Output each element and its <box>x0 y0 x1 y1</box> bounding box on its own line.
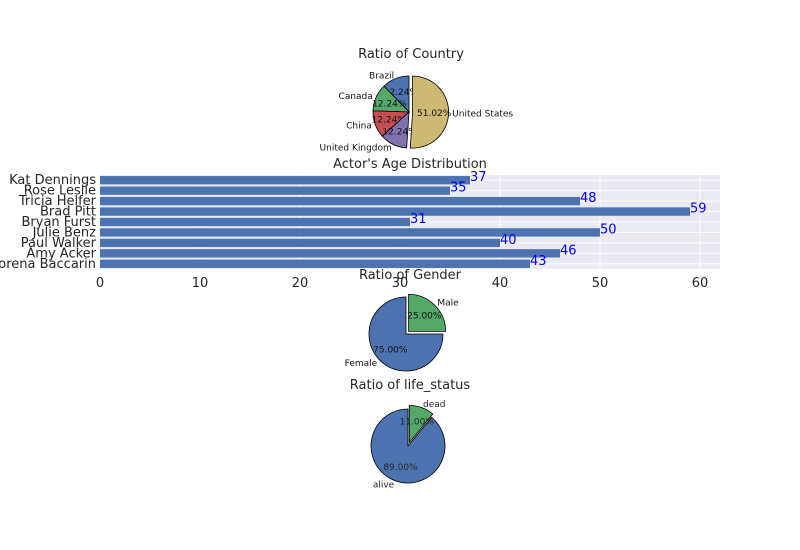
y-tick-label-kat-dennings: Kat Dennings <box>9 173 96 188</box>
y-tick-label-rose-leslie: Rose Leslie <box>24 184 96 199</box>
data-label-brad-pitt: 59 <box>690 202 707 217</box>
data-label-amy-acker: 46 <box>560 243 577 258</box>
bar-chart-title: Actor's Age Distribution <box>333 157 487 172</box>
data-label-bryan-furst: 31 <box>410 212 427 227</box>
data-label-kat-dennings: 37 <box>470 170 487 185</box>
data-label-rose-leslie: 35 <box>450 181 467 196</box>
y-tick-label-morena-baccarin: Morena Baccarin <box>0 257 96 272</box>
life-status-pct-dead: 11.00% <box>400 418 435 428</box>
country-pct-united-kingdom: 12.24% <box>382 127 417 137</box>
bar-paul-walker <box>100 238 500 248</box>
life-status-slice-alive <box>370 408 446 484</box>
gender-label-female: Female <box>345 359 378 369</box>
gender-pie-chart: Ratio of Gender Female 75.00% Male 25.00% <box>345 268 462 372</box>
country-pct-brazil: 12.24% <box>384 88 419 98</box>
data-label-tricia-helfer: 48 <box>580 191 597 206</box>
life-status-pie-chart: Ratio of life_status alive 89.00% dead 11.0… <box>350 378 471 490</box>
y-tick-label-amy-acker: Amy Acker <box>26 246 96 261</box>
data-label-paul-walker: 40 <box>500 233 517 248</box>
x-tick-label: 30 <box>392 276 409 291</box>
x-tick-label: 40 <box>492 276 509 291</box>
gender-slice-male <box>408 293 447 332</box>
gender-label-male: Male <box>437 299 459 309</box>
life-status-slice-dead <box>408 405 434 444</box>
data-label-morena-baccarin: 43 <box>530 254 547 269</box>
y-tick-label-julie-benz: Julie Benz <box>32 225 97 240</box>
bar-tricia-helfer <box>100 196 580 206</box>
bar-amy-acker <box>100 249 560 258</box>
x-tick-label: 0 <box>96 276 104 291</box>
country-pct-united-states: 51.02% <box>417 109 452 119</box>
data-label-julie-benz: 50 <box>600 222 617 237</box>
bar-brad-pitt <box>100 207 690 216</box>
y-tick-label-paul-walker: Paul Walker <box>21 236 97 251</box>
bar-morena-baccarin <box>100 259 530 268</box>
life-status-pct-alive: 89.00% <box>383 463 418 473</box>
age-bar-chart: Actor's Age Distribution Kat Dennings 37 R… <box>0 157 720 291</box>
country-pie-chart: Ratio of Country Brazil12.24%Canada12.24… <box>320 47 514 154</box>
x-tick-label: 20 <box>292 276 309 291</box>
life-status-pie-title: Ratio of life_status <box>350 378 471 393</box>
gender-pct-male: 25.00% <box>407 312 442 322</box>
bar-julie-benz <box>100 228 600 237</box>
country-label-china: China <box>346 122 372 132</box>
country-label-united-kingdom: United Kingdom <box>320 144 392 154</box>
gender-pie-title: Ratio of Gender <box>359 268 462 283</box>
x-tick-label: 10 <box>192 276 209 291</box>
bar-kat-dennings <box>100 176 470 185</box>
y-tick-label-tricia-helfer: Tricia Helfer <box>18 194 97 209</box>
country-slice-united-states <box>409 75 449 149</box>
y-tick-label-bryan-furst: Bryan Furst <box>21 215 96 230</box>
country-pct-canada: 12.24% <box>372 99 407 109</box>
country-label-canada: Canada <box>339 92 373 102</box>
gender-pct-female: 75.00% <box>373 346 408 356</box>
life-status-label-dead: dead <box>423 400 445 410</box>
y-tick-label-brad-pitt: Brad Pitt <box>40 205 96 220</box>
country-label-brazil: Brazil <box>369 71 394 81</box>
country-pie-title: Ratio of Country <box>358 47 464 62</box>
x-tick-label: 60 <box>692 276 709 291</box>
bar-rose-leslie <box>100 186 450 195</box>
country-pct-china: 12.24% <box>372 115 407 125</box>
life-status-label-alive: alive <box>373 480 395 490</box>
gender-slice-female <box>368 296 444 372</box>
country-label-united-states: United States <box>452 109 513 119</box>
x-tick-label: 50 <box>592 276 609 291</box>
country-slice-united-kingdom <box>381 111 410 149</box>
bar-bryan-furst <box>100 217 410 227</box>
